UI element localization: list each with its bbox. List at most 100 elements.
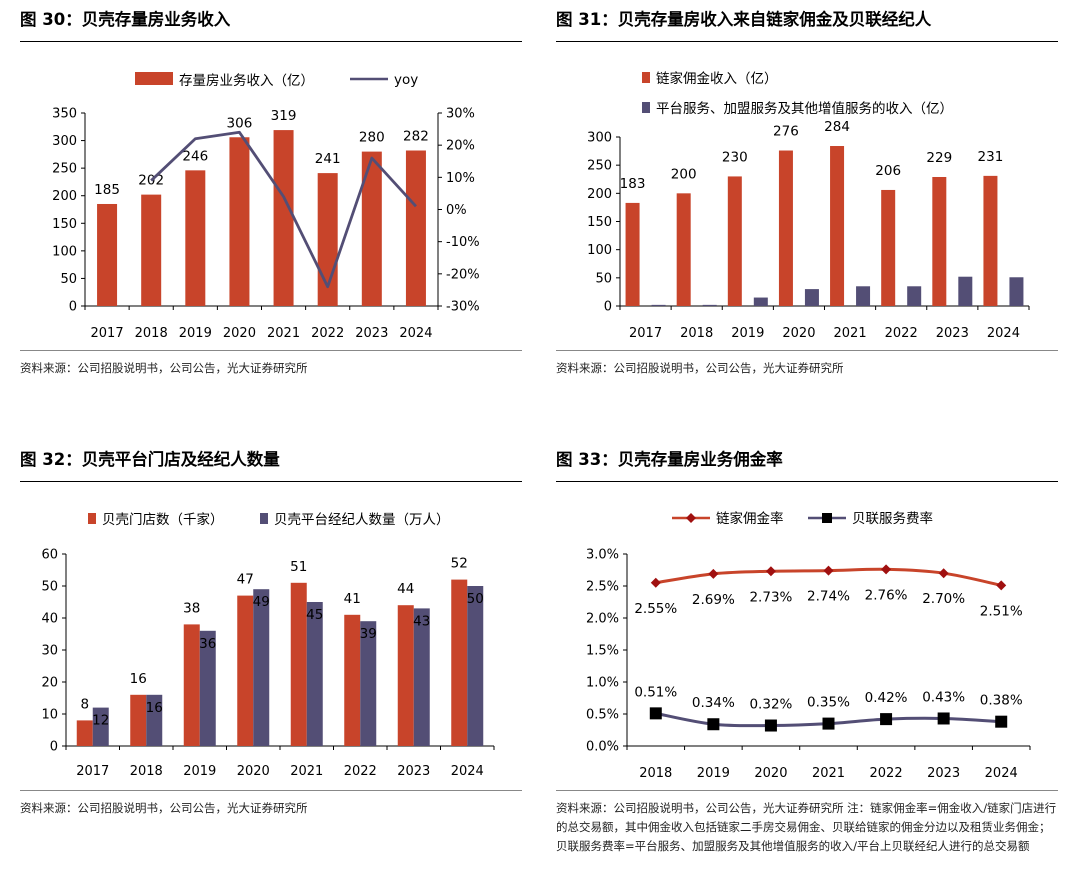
series1-bar: [881, 189, 896, 306]
revenue-data-label: 202: [138, 173, 164, 189]
x-tick-label: 2021: [267, 326, 300, 341]
stores-data-label: 16: [130, 671, 147, 687]
commission-rate-point: [708, 568, 719, 579]
revenue-data-label: 241: [315, 151, 341, 167]
panel-title: 图 31：贝壳存量房收入来自链家佣金及贝联经纪人: [556, 10, 932, 29]
y2-tick-label: -20%: [446, 267, 480, 282]
stores-data-label: 41: [344, 591, 361, 607]
series2-bar: [856, 286, 871, 306]
stores-data-label: 51: [290, 559, 307, 575]
revenue-bar: [229, 137, 250, 306]
chart-fig33: 链家佣金率 贝联服务费率 0.0% 0.5% 1.0% 1.5% 2.0% 2.5% 3.0% 2…: [586, 510, 1031, 781]
service-fee-data-label: 0.34%: [692, 695, 735, 711]
panel-title: 图 32：贝壳平台门店及经纪人数量: [20, 450, 280, 469]
x-tick-label: 2018: [680, 326, 713, 341]
service-fee-point: [880, 713, 893, 726]
y2-tick-label: 30%: [446, 107, 475, 122]
series2-bar: [702, 304, 717, 306]
revenue-bar: [405, 150, 426, 306]
y-tick-label: 250: [52, 162, 77, 177]
series2-bar: [360, 621, 377, 746]
x-tick-label: 2018: [130, 764, 163, 779]
commission-rate-data-label: 2.70%: [922, 591, 965, 607]
source-rule: [556, 790, 1058, 791]
x-tick-label: 2019: [731, 326, 764, 341]
commission-rate-point: [881, 564, 892, 575]
x-tick-label: 2021: [290, 764, 323, 779]
stores-data-label: 8: [80, 696, 89, 712]
x-tick-label: 2022: [870, 766, 903, 781]
source-note: 资料来源：公司招股说明书，公司公告，光大证券研究所: [20, 801, 308, 815]
source-note: 资料来源：公司招股说明书，公司公告，光大证券研究所 注：链家佣金率=佣金收入/链…: [556, 801, 1057, 853]
agents-data-label: 45: [306, 607, 323, 623]
title-rule: [556, 41, 1058, 42]
series1-bar: [830, 146, 845, 306]
x-tick-label: 2017: [76, 764, 109, 779]
legend-platform-swatch: [642, 102, 650, 113]
y-tick-label: 0: [50, 740, 58, 755]
series2-bar: [92, 707, 109, 746]
y-tick-label: 300: [52, 134, 77, 149]
x-tick-label: 2019: [179, 326, 212, 341]
service-fee-point: [822, 717, 835, 730]
service-fee-data-label: 0.43%: [922, 689, 965, 705]
series1-bar: [397, 605, 414, 746]
series1-bar: [237, 595, 254, 746]
commission-rate-data-label: 2.76%: [865, 587, 908, 603]
lianjia-data-label: 230: [722, 149, 748, 165]
y2-tick-label: -30%: [446, 300, 480, 315]
y-tick-label: 0: [69, 300, 77, 315]
legend-revenue-swatch: [135, 72, 173, 85]
source-rule: [20, 790, 522, 791]
x-tick-label: 2019: [697, 766, 730, 781]
legend-yoy-label: yoy: [394, 72, 418, 88]
title-rule: [556, 481, 1058, 482]
y-tick-label: 150: [52, 217, 77, 232]
legend-lianjia-label: 链家佣金收入（亿）: [656, 70, 778, 87]
stores-data-label: 52: [451, 556, 468, 572]
commission-rate-point: [650, 577, 661, 588]
legend-service-swatch-marker: [822, 513, 832, 523]
y-tick-label: 1.0%: [586, 676, 619, 691]
x-tick-label: 2023: [936, 326, 969, 341]
y-tick-label: 50: [41, 580, 58, 595]
x-tick-label: 2023: [355, 326, 388, 341]
commission-rate-point: [765, 566, 776, 577]
y-tick-label: 1.5%: [586, 644, 619, 659]
revenue-bar: [97, 203, 118, 306]
agents-data-label: 50: [467, 591, 484, 607]
y-tick-label: 3.0%: [586, 548, 619, 563]
y-tick-label: 350: [52, 107, 77, 122]
service-fee-point: [707, 718, 720, 731]
series2-bar: [651, 304, 666, 306]
stores-data-label: 38: [183, 600, 200, 616]
legend-stores-swatch: [88, 513, 96, 524]
x-tick-label: 2024: [451, 764, 484, 779]
series2-bar: [253, 589, 270, 746]
series1-bar: [983, 175, 998, 306]
commission-rate-point: [823, 565, 834, 576]
lianjia-data-label: 229: [926, 150, 952, 166]
yoy-line: [150, 130, 417, 289]
x-tick-label: 2022: [311, 326, 344, 341]
service-fee-data-label: 0.32%: [749, 697, 792, 713]
x-tick-label: 2021: [812, 766, 845, 781]
service-fee-data-label: 0.51%: [634, 684, 677, 700]
legend-agents-swatch: [260, 513, 268, 524]
y2-tick-label: 0%: [446, 203, 467, 218]
revenue-data-label: 280: [359, 130, 385, 146]
y-tick-label: 100: [587, 243, 612, 258]
y-tick-label: 250: [587, 159, 612, 174]
x-tick-label: 2023: [397, 764, 430, 779]
y-tick-label: 0.0%: [586, 740, 619, 755]
x-tick-label: 2019: [183, 764, 216, 779]
agents-data-label: 12: [92, 713, 109, 729]
y-tick-label: 50: [60, 272, 77, 287]
service-fee-data-label: 0.38%: [980, 693, 1023, 709]
legend-service-label: 贝联服务费率: [852, 510, 933, 527]
lianjia-data-label: 276: [773, 124, 799, 140]
y-tick-label: 50: [595, 271, 612, 286]
x-tick-label: 2020: [223, 326, 256, 341]
revenue-data-label: 282: [403, 128, 429, 144]
stores-data-label: 44: [397, 581, 414, 597]
